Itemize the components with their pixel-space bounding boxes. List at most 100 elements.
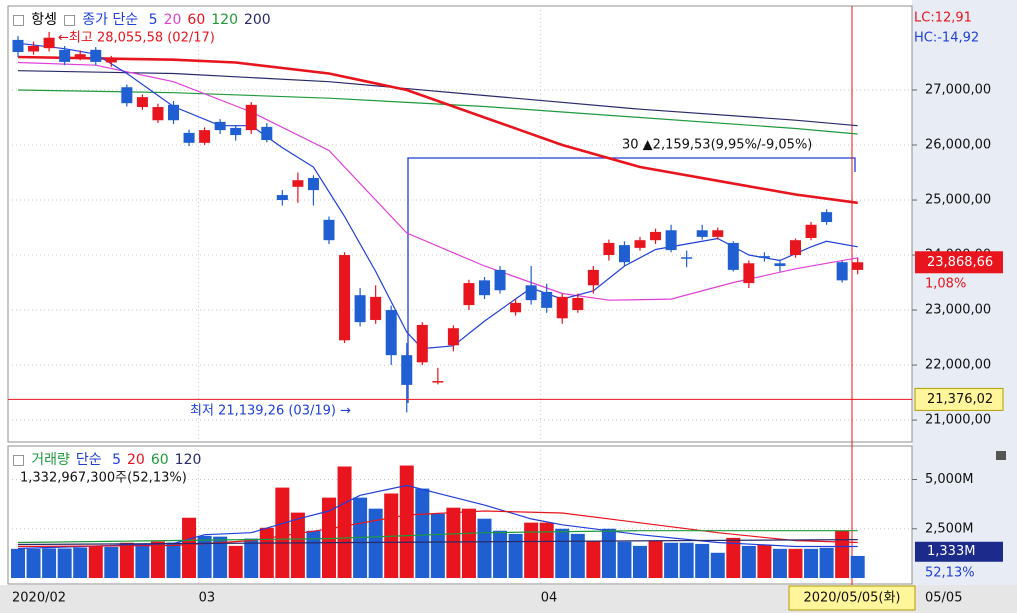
volume-bar [772, 548, 787, 578]
volume-bar [306, 530, 321, 578]
volume-panel [7, 445, 913, 585]
volume-bar [166, 542, 181, 578]
candle-body [230, 127, 242, 136]
candle-body [121, 87, 133, 104]
volume-bar [26, 548, 41, 578]
legend-volume: 거래량 [31, 452, 70, 468]
volume-bar [633, 545, 647, 578]
ma-line [17, 70, 858, 127]
volume-bar [570, 533, 585, 578]
volume-bar [150, 541, 165, 578]
legend-entry: 60 [150, 452, 169, 468]
candle-body [712, 230, 724, 237]
candle-body [28, 45, 40, 52]
candle-body [681, 257, 693, 259]
volume-bar [757, 544, 772, 578]
legend-symbol: 항셍 [31, 12, 57, 28]
volume-bar [726, 537, 741, 578]
volume-bar [88, 545, 103, 578]
current-volume: 1,333M [927, 544, 975, 559]
candle-body [276, 195, 288, 201]
candle-body [416, 324, 428, 363]
ma-line [17, 89, 858, 135]
volume-bar [11, 548, 25, 578]
candle-body [323, 219, 335, 241]
x-axis-end-label: 05/05 [925, 591, 962, 606]
candle-body [214, 121, 226, 131]
candle-body [463, 283, 475, 306]
ma-line [17, 510, 858, 548]
volume-bar [213, 536, 228, 578]
y-tick-label: 27,000,00 [925, 82, 991, 97]
lc-label: LC:12,91 [914, 11, 972, 26]
candle-body [74, 54, 86, 57]
candle-body [727, 242, 739, 270]
volume-bar [804, 548, 819, 578]
candle-body [401, 355, 413, 385]
volume-bar [368, 508, 383, 578]
volume-bar [493, 530, 508, 578]
candle-body [43, 37, 55, 49]
candle-body [183, 132, 195, 143]
candle-body [370, 296, 382, 320]
legend-entry: 60 [187, 12, 206, 28]
candle-body [587, 269, 599, 286]
price-legend: □ 항셍 □ 종가 단순 5 20 60 120 200 [12, 12, 271, 28]
ma-line [17, 539, 858, 546]
candle-body [510, 302, 522, 313]
volume-bar [617, 541, 632, 578]
candle-body [152, 107, 164, 121]
candle-body [292, 180, 304, 187]
candle-body [168, 104, 179, 121]
volume-legend: □ 거래량 단순 5 20 60 120 [12, 452, 202, 468]
y-tick-label: 2,500M [925, 521, 973, 536]
current-price-box [915, 251, 1003, 274]
candle-body [339, 255, 351, 341]
candle-body [199, 130, 211, 143]
candle-body [805, 224, 817, 238]
candle-body [696, 230, 708, 237]
candle-body [136, 97, 148, 108]
volume-bar [57, 548, 72, 578]
volume-bar [477, 518, 492, 578]
current-change: 1,08% [925, 277, 966, 292]
cursor-date-box [788, 585, 916, 611]
candle-body [790, 240, 801, 256]
candle-body [852, 262, 864, 270]
cursor-date: 2020/05/05(화) [803, 591, 900, 606]
candle-body [836, 262, 848, 281]
volume-bar [42, 548, 57, 578]
candle-body [12, 39, 24, 53]
close-icon[interactable] [996, 451, 1006, 460]
volume-bar [586, 540, 601, 578]
crosshair-price: 21,376,02 [927, 392, 993, 407]
volume-bar [446, 507, 461, 578]
candle-body [494, 269, 506, 291]
volume-bar [648, 540, 663, 578]
legend-entry: 5 [112, 452, 122, 468]
x-tick-label: 2020/02 [12, 591, 66, 606]
max-annotation: ←최고 28,055,58 (02/17) [58, 31, 215, 46]
candle-body [447, 328, 459, 346]
candle-body [665, 230, 677, 251]
legend-entry: 20 [127, 452, 145, 468]
volume-bar [835, 530, 850, 578]
volume-bar [290, 512, 305, 578]
candle-body [479, 280, 490, 296]
candle-body [59, 49, 71, 62]
candle-body [634, 240, 646, 248]
candle-body [432, 381, 444, 383]
volume-summary: 1,332,967,300주(52,13%) [20, 471, 187, 486]
volume-bar [275, 487, 290, 578]
candle-body [385, 310, 397, 356]
right-axis-bg [912, 0, 1017, 613]
candle-body [821, 212, 833, 223]
y-tick-label: 5,000M [925, 472, 973, 487]
volume-bar [664, 542, 679, 578]
volume-bar [322, 497, 336, 578]
volume-bar [850, 555, 865, 578]
price-panel [7, 5, 913, 443]
